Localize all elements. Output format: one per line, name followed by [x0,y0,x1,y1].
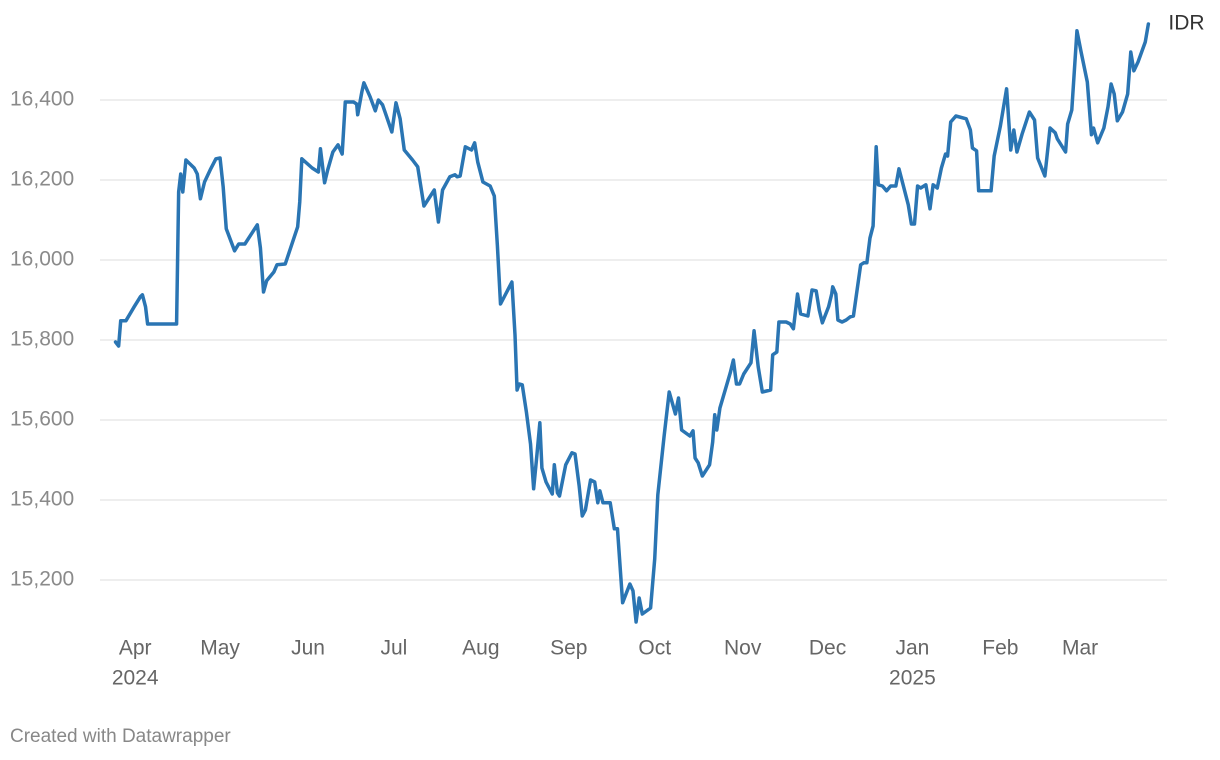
series-label: IDR [1168,12,1204,35]
y-tick-label: 15,200 [10,568,74,591]
y-tick-label: 16,000 [10,248,74,271]
x-tick-label: May [200,637,240,660]
credit: Created with Datawrapper [10,726,231,747]
x-tick-label: Dec [809,637,846,660]
x-tick-label: Sep [550,637,587,660]
x-tick-sublabel: 2025 [889,667,936,690]
x-tick-label: Mar [1062,637,1098,660]
x-tick-label: Apr [119,637,152,660]
x-tick-label: Feb [982,637,1018,660]
x-tick-sublabel: 2024 [112,667,159,690]
x-tick-label: Jul [380,637,407,660]
x-tick-label: Oct [638,637,671,660]
x-tick-label: Jan [895,637,929,660]
line [113,22,1151,624]
x-tick-label: Jun [291,637,325,660]
y-tick-label: 15,600 [10,408,74,431]
x-tick-label: Aug [462,637,499,660]
x-tick-label: Nov [724,637,762,660]
y-tick-label: 15,800 [10,328,74,351]
y-tick-label: 16,200 [10,168,74,191]
y-tick-label: 15,400 [10,488,74,511]
y-tick-label: 16,400 [10,88,74,111]
